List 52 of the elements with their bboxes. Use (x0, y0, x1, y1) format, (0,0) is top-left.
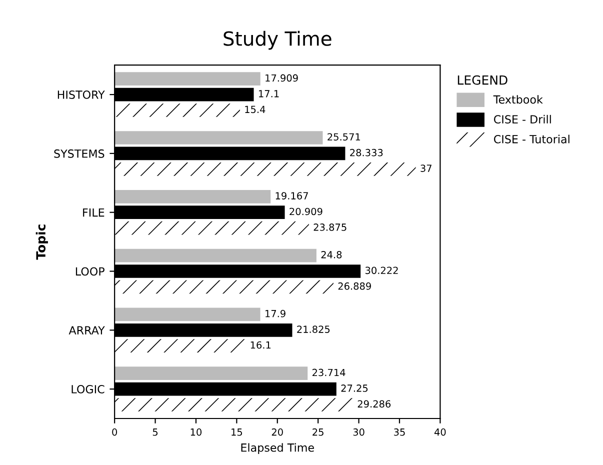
x-tick-label: 10 (190, 428, 202, 436)
data-label: 28.333 (350, 148, 383, 156)
y-tick-label: SYSTEMS (54, 149, 104, 158)
data-label: 20.909 (290, 208, 322, 216)
legend-label: CISE - Drill (494, 114, 551, 124)
data-label: 26.889 (338, 282, 371, 290)
data-label: 29.286 (358, 400, 391, 408)
y-tick-label: HISTORY (58, 90, 105, 99)
x-tick-label: 15 (232, 428, 242, 436)
data-label: 30.222 (366, 266, 398, 274)
x-axis-title: Elapsed Time (241, 443, 314, 454)
bar (114, 248, 316, 262)
bar (114, 398, 353, 412)
data-label: 17.1 (259, 90, 279, 98)
chart-title: Study Time (224, 30, 332, 50)
bar (114, 280, 334, 294)
bar (114, 190, 271, 204)
bar (114, 72, 260, 86)
data-label: 15.4 (245, 106, 266, 114)
x-tick-label: 40 (434, 428, 446, 436)
x-tick-label: 0 (112, 428, 118, 436)
legend-label: CISE - Tutorial (494, 134, 570, 144)
y-tick-label: LOGIC (72, 385, 104, 394)
data-label: 27.25 (341, 384, 368, 392)
x-tick-label: 30 (353, 428, 364, 436)
x-tick-label: 20 (272, 428, 283, 436)
x-tick-label: 35 (394, 428, 405, 436)
legend-label: Textbook (493, 95, 543, 104)
bar (114, 162, 416, 176)
y-tick-label: FILE (83, 208, 104, 217)
y-tick-label: ARRAY (68, 326, 105, 334)
data-label: 23.714 (312, 368, 346, 376)
data-label: 23.875 (314, 224, 346, 231)
x-tick-label: 25 (312, 428, 324, 436)
data-label: 37 (420, 164, 432, 172)
bar (114, 104, 240, 117)
y-tick-label: LOOP (76, 267, 104, 276)
data-label: 17.909 (266, 74, 298, 82)
bar (114, 308, 260, 322)
data-label: 25.571 (328, 133, 360, 141)
bar (114, 131, 323, 144)
legend-title: LEGEND (458, 75, 508, 85)
data-label: 16.1 (250, 341, 271, 349)
bar (114, 366, 308, 380)
bar (114, 221, 309, 235)
data-label: 19.167 (276, 192, 308, 200)
x-tick-label: 5 (152, 428, 158, 436)
data-label: 21.825 (297, 326, 330, 333)
bar (114, 339, 246, 353)
data-label: 17.9 (266, 310, 286, 318)
data-label: 24.8 (321, 251, 342, 258)
y-axis-title: Topic (36, 224, 48, 260)
